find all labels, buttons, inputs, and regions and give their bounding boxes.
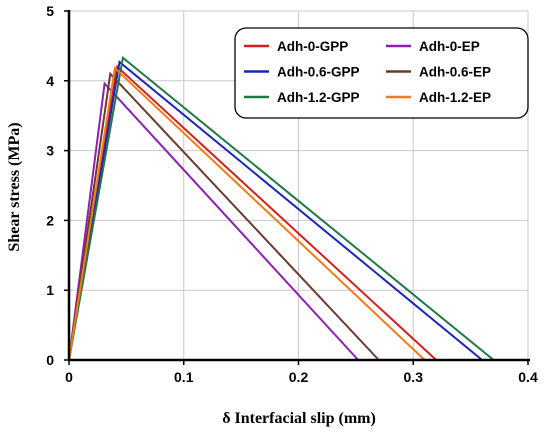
axes <box>64 10 530 365</box>
series-line-adh-0-6-ep <box>68 71 380 361</box>
x-tick-label: 0 <box>65 369 73 385</box>
x-tick-label: 0.4 <box>518 369 538 385</box>
y-tick-label: 5 <box>46 3 54 19</box>
y-axis-label: Shear stress (MPa) <box>6 122 23 251</box>
series-line-adh-1-2-ep <box>68 66 426 361</box>
legend: Adh-0-GPP Adh-0-EP Adh-0.6-GPP Adh-0.6-EP Ad… <box>234 27 529 119</box>
y-tick-label: 3 <box>46 143 54 159</box>
legend-label: Adh-0-GPP <box>277 39 348 54</box>
x-tick-label: 0.2 <box>289 369 309 385</box>
tick-labels: 0 0.1 0.2 0.3 0.4 0 1 2 3 4 5 <box>46 3 538 385</box>
y-tick-label: 4 <box>46 73 54 89</box>
legend-label: Adh-0-EP <box>419 39 480 54</box>
y-tick-label: 2 <box>46 212 54 228</box>
x-tick-label: 0.1 <box>174 369 194 385</box>
legend-box <box>234 27 529 119</box>
legend-label: Adh-1.2-EP <box>419 90 491 105</box>
x-axis-label: δ Interfacial slip (mm) <box>222 410 376 427</box>
y-tick-label: 1 <box>46 282 54 298</box>
legend-label: Adh-0.6-GPP <box>277 65 360 80</box>
series-line-adh-1-2-gpp <box>68 55 495 361</box>
series-lines <box>68 55 495 361</box>
y-tick-label: 0 <box>46 352 54 368</box>
legend-label: Adh-0.6-EP <box>419 65 491 80</box>
legend-label: Adh-1.2-GPP <box>277 90 360 105</box>
x-tick-label: 0.3 <box>404 369 424 385</box>
series-line-adh-0-ep <box>68 81 359 361</box>
